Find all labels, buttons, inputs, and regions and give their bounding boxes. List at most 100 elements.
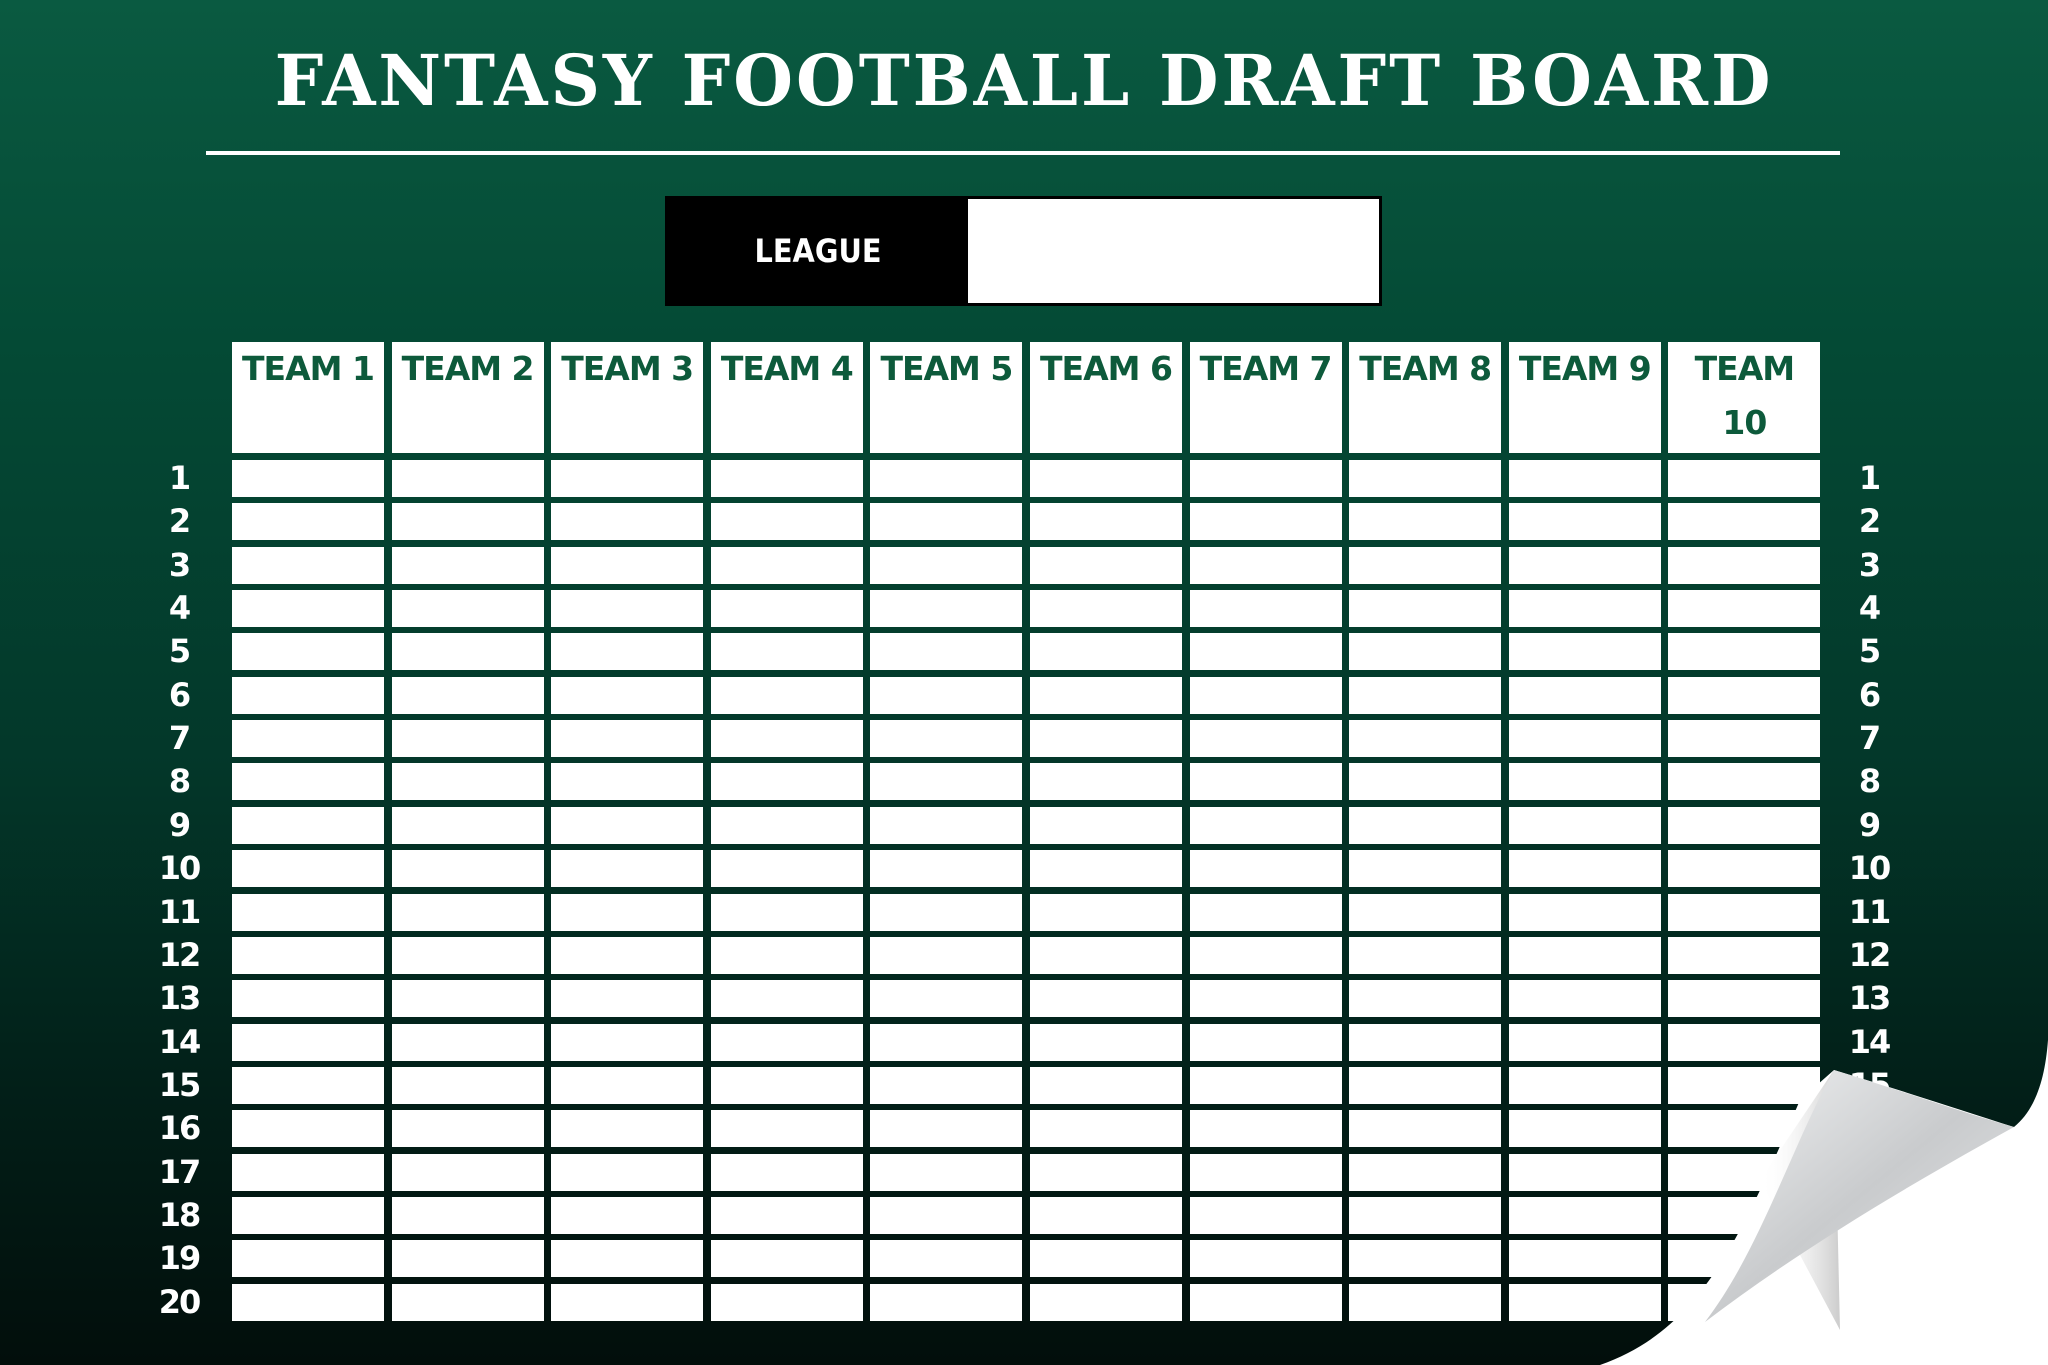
pick-cell [551,936,704,974]
round-number-left: 6 [168,675,191,714]
pick-cell [1349,1283,1502,1321]
pick-cell [232,1066,384,1104]
pick-cell [551,546,704,584]
pick-cell [710,460,863,497]
pick-cell [1668,763,1821,801]
pick-cell [710,1283,863,1321]
pick-cell [870,806,1023,844]
round-number-left: 14 [158,1022,202,1061]
pick-cell [1030,936,1182,974]
pick-cell [1508,1023,1661,1061]
pick-cell [1668,1066,1821,1104]
pick-cell [870,676,1023,714]
pick-cell [232,806,384,844]
pick-cell [710,590,863,628]
round-number-right: 12 [1848,935,1892,974]
pick-cell [1508,806,1661,844]
round-number-left: 17 [158,1152,202,1191]
pick-cell [1030,546,1182,584]
pick-cell [1508,503,1661,541]
pick-cell [1030,633,1182,671]
pick-cell [551,763,704,801]
pick-cell [551,1283,704,1321]
pick-cell [1349,546,1502,584]
round-number-left: 8 [168,762,191,801]
pick-cell [551,1110,704,1148]
pick-cell [1508,590,1661,628]
pick-cell [232,1196,384,1234]
pick-cell [1508,850,1661,888]
pick-cell [710,893,863,931]
pick-cell [870,980,1023,1018]
pick-cell [1349,1110,1502,1148]
pick-cell [391,1153,544,1191]
pick-cell [232,1153,384,1191]
round-number-right: 2 [1858,502,1881,541]
pick-cell [1189,1110,1342,1148]
pick-cell [391,1283,544,1321]
pick-cell [1189,763,1342,801]
pick-cell [551,850,704,888]
pick-cell [391,460,544,497]
team-header-1: TEAM 1 [232,342,384,453]
round-number-right: 6 [1858,675,1881,714]
pick-cell [1349,720,1502,758]
pick-cell [391,893,544,931]
pick-cell [232,936,384,974]
pick-cell [1668,980,1821,1018]
pick-cell [1349,1240,1502,1278]
pick-cell [1508,1066,1661,1104]
pick-cell [1189,1066,1342,1104]
round-number-left: 1 [168,459,191,497]
pick-cell [1189,893,1342,931]
pick-cell [232,1283,384,1321]
pick-cell [1189,806,1342,844]
pick-cell [1668,590,1821,628]
pick-cell [710,546,863,584]
round-number-left: 18 [158,1195,202,1234]
pick-cell [1668,503,1821,541]
round-number-right: 7 [1858,719,1881,758]
pick-cell [870,1196,1023,1234]
pick-cell [391,1066,544,1104]
pick-cell [391,590,544,628]
pick-cell [1349,806,1502,844]
pick-cell [391,850,544,888]
round-number-left: 9 [168,805,191,844]
pick-cell [1030,1110,1182,1148]
pick-cell [870,1153,1023,1191]
pick-cell [1030,676,1182,714]
pick-cell [710,763,863,801]
round-number-left: 4 [168,589,191,628]
pick-cell [391,1023,544,1061]
round-number-left: 19 [158,1239,202,1278]
pick-cell [1668,893,1821,931]
pick-cell [870,633,1023,671]
pick-cell [870,1283,1023,1321]
pick-cell [1189,850,1342,888]
pick-cell [1668,460,1821,497]
pick-cell [391,546,544,584]
pick-cell [1349,850,1502,888]
league-box: LEAGUE [665,196,1382,306]
team-header-7: TEAM 7 [1189,342,1342,453]
round-number-right: 13 [1848,979,1892,1018]
pick-cell [232,546,384,584]
pick-cell [1349,676,1502,714]
round-number-right: 4 [1858,589,1881,628]
team-header-8: TEAM 8 [1349,342,1502,453]
round-number-left: 3 [168,545,191,584]
pick-cell [232,590,384,628]
pick-cell [1030,980,1182,1018]
pick-cell [710,503,863,541]
title-divider [206,151,1840,155]
league-label: LEAGUE [754,232,882,270]
team-header-9: TEAM 9 [1508,342,1661,453]
team-header-3: TEAM 3 [551,342,704,453]
pick-cell [1030,1023,1182,1061]
pick-cell [870,1023,1023,1061]
pick-cell [710,806,863,844]
pick-cell [551,1240,704,1278]
pick-cell [391,806,544,844]
pick-cell [1189,720,1342,758]
